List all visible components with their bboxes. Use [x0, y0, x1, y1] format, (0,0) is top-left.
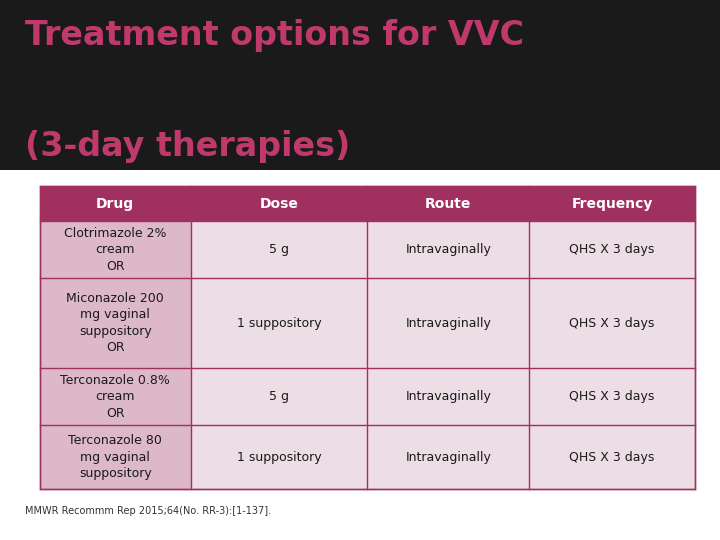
Bar	[191, 279, 367, 368]
Bar	[40, 186, 695, 221]
Bar	[529, 221, 695, 279]
Text: (3-day therapies): (3-day therapies)	[25, 130, 351, 163]
Bar	[367, 221, 529, 279]
Bar	[191, 221, 367, 279]
Text: Terconazole 80
mg vaginal
suppository: Terconazole 80 mg vaginal suppository	[68, 434, 162, 480]
Text: 5 g: 5 g	[269, 243, 289, 256]
Bar	[367, 368, 529, 426]
Text: QHS X 3 days: QHS X 3 days	[570, 243, 654, 256]
Bar	[40, 368, 191, 426]
Bar	[529, 368, 695, 426]
Text: 1 suppository: 1 suppository	[237, 450, 321, 463]
Text: Intravaginally: Intravaginally	[405, 450, 491, 463]
Text: MMWR Recommm Rep 2015;64(No. RR-3):[1-137].: MMWR Recommm Rep 2015;64(No. RR-3):[1-13…	[25, 505, 271, 516]
Text: 5 g: 5 g	[269, 390, 289, 403]
Text: Frequency: Frequency	[571, 197, 653, 211]
Text: Intravaginally: Intravaginally	[405, 243, 491, 256]
Text: Treatment options for VVC: Treatment options for VVC	[25, 19, 524, 52]
Text: Route: Route	[425, 197, 472, 211]
Text: QHS X 3 days: QHS X 3 days	[570, 390, 654, 403]
Text: 1 suppository: 1 suppository	[237, 316, 321, 329]
Text: QHS X 3 days: QHS X 3 days	[570, 450, 654, 463]
Bar	[191, 426, 367, 489]
Text: Dose: Dose	[260, 197, 298, 211]
Text: Terconazole 0.8%
cream
OR: Terconazole 0.8% cream OR	[60, 374, 170, 420]
Bar	[367, 426, 529, 489]
Bar	[0, 0, 720, 170]
Text: Drug: Drug	[96, 197, 134, 211]
Bar	[40, 279, 191, 368]
Bar	[191, 368, 367, 426]
Text: Intravaginally: Intravaginally	[405, 316, 491, 329]
Text: Miconazole 200
mg vaginal
suppository
OR: Miconazole 200 mg vaginal suppository OR	[66, 292, 164, 354]
Bar	[367, 279, 529, 368]
Bar	[529, 426, 695, 489]
Bar	[40, 221, 191, 279]
Bar	[529, 279, 695, 368]
Bar	[40, 186, 695, 489]
Bar	[40, 426, 191, 489]
Text: Clotrimazole 2%
cream
OR: Clotrimazole 2% cream OR	[64, 227, 166, 273]
Text: Intravaginally: Intravaginally	[405, 390, 491, 403]
Text: QHS X 3 days: QHS X 3 days	[570, 316, 654, 329]
